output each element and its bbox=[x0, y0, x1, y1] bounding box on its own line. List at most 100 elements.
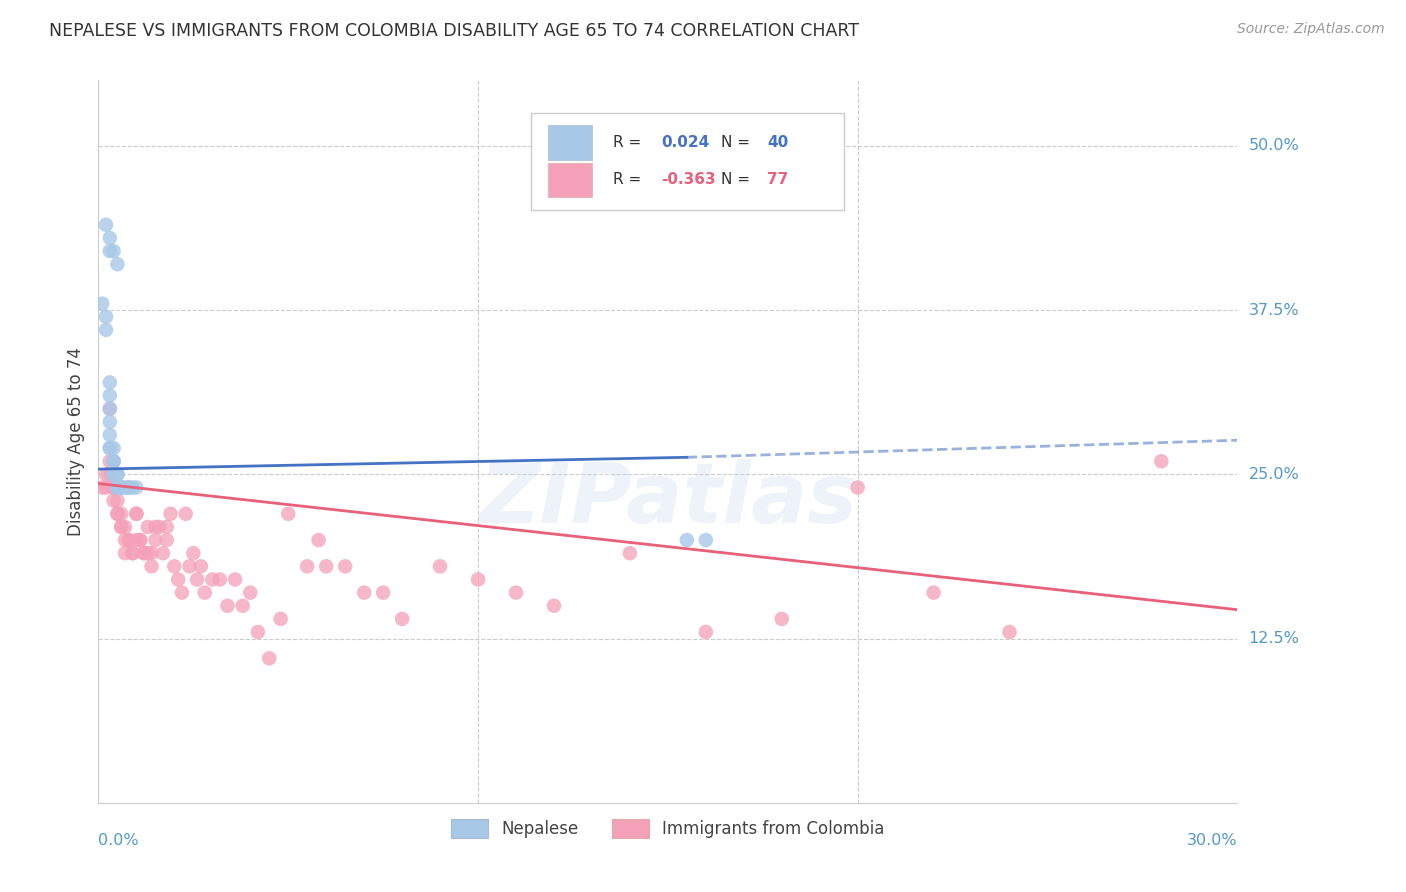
Point bbox=[136, 520, 159, 534]
FancyBboxPatch shape bbox=[548, 162, 592, 197]
Point bbox=[371, 585, 394, 599]
Point bbox=[121, 546, 143, 560]
Point bbox=[103, 454, 125, 468]
Point bbox=[103, 454, 125, 468]
Text: 0.0%: 0.0% bbox=[98, 833, 139, 848]
Point bbox=[167, 573, 190, 587]
Point bbox=[103, 467, 125, 482]
Point bbox=[152, 546, 174, 560]
Point bbox=[467, 573, 489, 587]
Point bbox=[145, 520, 167, 534]
Point bbox=[770, 612, 793, 626]
Point bbox=[156, 520, 179, 534]
Point bbox=[129, 533, 152, 547]
Point bbox=[259, 651, 281, 665]
Point bbox=[125, 533, 148, 547]
Point bbox=[110, 507, 132, 521]
Point bbox=[232, 599, 254, 613]
Point bbox=[125, 481, 148, 495]
FancyBboxPatch shape bbox=[548, 125, 592, 160]
Point bbox=[107, 481, 129, 495]
Point bbox=[201, 573, 224, 587]
Point bbox=[107, 257, 129, 271]
Text: 12.5%: 12.5% bbox=[1249, 632, 1299, 646]
Point bbox=[125, 507, 148, 521]
Point bbox=[159, 507, 181, 521]
Point bbox=[114, 533, 136, 547]
Point bbox=[98, 401, 121, 416]
Point bbox=[110, 481, 132, 495]
Point bbox=[297, 559, 319, 574]
Point bbox=[110, 481, 132, 495]
Point bbox=[103, 441, 125, 455]
Point bbox=[91, 296, 114, 310]
Point bbox=[1150, 454, 1173, 468]
Point bbox=[270, 612, 292, 626]
Point bbox=[179, 559, 201, 574]
Point bbox=[998, 625, 1021, 640]
Point bbox=[98, 454, 121, 468]
Point bbox=[335, 559, 357, 574]
Point bbox=[107, 481, 129, 495]
Point bbox=[121, 546, 143, 560]
Text: 40: 40 bbox=[766, 135, 789, 150]
Text: N =: N = bbox=[721, 135, 755, 150]
Point bbox=[94, 218, 117, 232]
Point bbox=[148, 520, 170, 534]
Point bbox=[194, 585, 217, 599]
Text: NEPALESE VS IMMIGRANTS FROM COLOMBIA DISABILITY AGE 65 TO 74 CORRELATION CHART: NEPALESE VS IMMIGRANTS FROM COLOMBIA DIS… bbox=[49, 22, 859, 40]
Point bbox=[174, 507, 197, 521]
FancyBboxPatch shape bbox=[531, 112, 845, 211]
Point bbox=[145, 533, 167, 547]
Point bbox=[183, 546, 205, 560]
Point bbox=[94, 310, 117, 324]
Point bbox=[94, 467, 117, 482]
Point bbox=[190, 559, 212, 574]
Point bbox=[121, 481, 143, 495]
Point bbox=[91, 481, 114, 495]
Text: ZIPatlas: ZIPatlas bbox=[479, 458, 856, 540]
Text: 0.024: 0.024 bbox=[661, 135, 709, 150]
Point bbox=[224, 573, 246, 587]
Point bbox=[107, 507, 129, 521]
Text: R =: R = bbox=[613, 135, 647, 150]
Text: R =: R = bbox=[613, 172, 647, 187]
Point bbox=[98, 441, 121, 455]
Point bbox=[103, 481, 125, 495]
Point bbox=[132, 546, 155, 560]
Point bbox=[103, 493, 125, 508]
Point bbox=[110, 520, 132, 534]
Point bbox=[103, 454, 125, 468]
Point bbox=[98, 428, 121, 442]
Point bbox=[308, 533, 330, 547]
Point bbox=[695, 533, 717, 547]
Text: N =: N = bbox=[721, 172, 755, 187]
Point bbox=[98, 467, 121, 482]
Point bbox=[141, 559, 163, 574]
Point bbox=[114, 520, 136, 534]
Point bbox=[107, 493, 129, 508]
Point bbox=[107, 467, 129, 482]
Point bbox=[103, 467, 125, 482]
Text: 30.0%: 30.0% bbox=[1187, 833, 1237, 848]
Point bbox=[94, 481, 117, 495]
Point bbox=[110, 520, 132, 534]
Text: 50.0%: 50.0% bbox=[1249, 138, 1299, 153]
Point bbox=[103, 244, 125, 258]
Point bbox=[98, 388, 121, 402]
Point bbox=[107, 467, 129, 482]
Y-axis label: Disability Age 65 to 74: Disability Age 65 to 74 bbox=[66, 347, 84, 536]
Point bbox=[98, 231, 121, 245]
Point bbox=[94, 323, 117, 337]
Point bbox=[141, 546, 163, 560]
Point bbox=[132, 546, 155, 560]
Text: Source: ZipAtlas.com: Source: ZipAtlas.com bbox=[1237, 22, 1385, 37]
Point bbox=[98, 441, 121, 455]
Point bbox=[118, 481, 141, 495]
Point bbox=[695, 625, 717, 640]
Point bbox=[315, 559, 337, 574]
Point bbox=[107, 507, 129, 521]
Point bbox=[246, 625, 269, 640]
Point bbox=[98, 376, 121, 390]
Point bbox=[103, 467, 125, 482]
